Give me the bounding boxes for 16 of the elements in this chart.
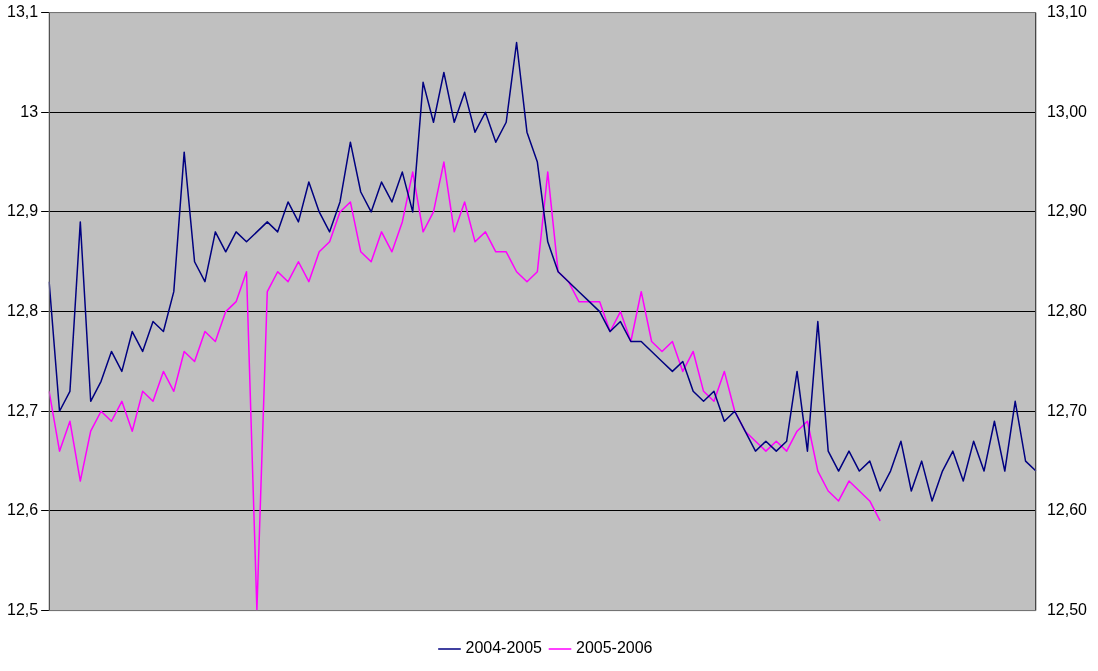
y-tick-label: 12,7 [7,401,39,419]
y2-tick-label: 12,50 [1046,601,1088,619]
y2-tick-label: 12,90 [1046,202,1088,220]
y-tick-label: 12,8 [7,302,39,320]
y-tick-label: 13,1 [7,3,39,21]
legend-label: 2004-2005 [465,639,543,657]
y2-tick-label: 12,60 [1046,501,1088,519]
y-tick-label: 12,9 [7,202,39,220]
y2-tick-label: 12,70 [1046,401,1088,419]
y2-tick-label: 13,00 [1046,102,1088,120]
y-tick-label: 12,5 [7,601,39,619]
y-tick-label: 13 [20,102,39,120]
y2-tick-label: 12,80 [1046,302,1088,320]
y-tick-label: 12,6 [7,501,39,519]
legend-label: 2005-2006 [576,639,653,657]
y2-tick-label: 13,10 [1046,3,1088,21]
